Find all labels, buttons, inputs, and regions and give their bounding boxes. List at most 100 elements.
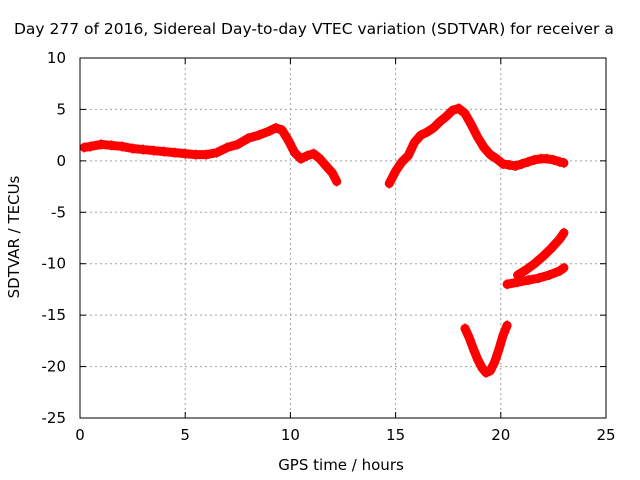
data-point: [559, 157, 568, 168]
data-point: [547, 243, 556, 254]
data-point: [244, 133, 253, 144]
data-point: [423, 127, 432, 138]
plot-frame: [79, 57, 607, 419]
data-point: [391, 166, 400, 177]
series-4: [513, 227, 569, 281]
data-point: [284, 135, 293, 146]
data-point: [498, 330, 507, 341]
data-point: [505, 159, 514, 170]
data-point: [517, 158, 526, 169]
data-point: [555, 234, 564, 245]
data-point: [191, 149, 200, 160]
data-point: [404, 150, 413, 161]
data-point: [435, 116, 444, 127]
data-point: [534, 273, 543, 284]
y-tick-label: -10: [42, 255, 67, 273]
x-tick-label: 10: [281, 426, 300, 444]
data-point: [492, 153, 501, 164]
data-point: [465, 332, 474, 343]
data-point: [160, 146, 169, 157]
data-point: [397, 156, 406, 167]
data-point: [233, 139, 242, 150]
data-series: [79, 103, 569, 378]
data-point: [530, 258, 539, 269]
y-tick-label: 10: [47, 49, 66, 67]
data-point: [461, 108, 470, 119]
data-point: [555, 156, 564, 167]
y-tick-label: -20: [42, 358, 67, 376]
data-point: [461, 323, 470, 334]
data-point: [482, 367, 491, 378]
x-tick-label: 25: [596, 426, 615, 444]
data-point: [522, 264, 531, 275]
x-axis-label: GPS time / hours: [278, 456, 404, 474]
grid-lines: [80, 58, 606, 418]
y-tick-label: -25: [42, 409, 67, 427]
data-point: [555, 265, 564, 276]
data-point: [80, 142, 89, 153]
data-point: [524, 156, 533, 167]
data-point: [86, 141, 95, 152]
series-3: [502, 262, 569, 290]
data-point: [559, 227, 568, 238]
data-point: [149, 145, 158, 156]
data-point: [503, 320, 512, 331]
data-point: [498, 158, 507, 169]
x-tick-label: 0: [75, 426, 85, 444]
data-point: [469, 344, 478, 355]
data-point: [538, 251, 547, 262]
data-point: [265, 126, 274, 137]
data-point: [545, 270, 554, 281]
data-point: [332, 176, 341, 187]
data-point: [467, 119, 476, 130]
y-tick-label: 0: [56, 152, 66, 170]
data-point: [277, 125, 286, 135]
series-band: [384, 103, 569, 188]
data-point: [296, 153, 305, 164]
data-point: [139, 144, 148, 155]
data-point: [223, 142, 232, 153]
data-point: [107, 140, 116, 151]
data-point: [118, 141, 127, 152]
data-point: [97, 139, 106, 150]
y-tick-label: 5: [56, 100, 66, 118]
x-tick-label: 20: [491, 426, 510, 444]
data-point: [385, 178, 394, 189]
data-point: [290, 147, 299, 158]
data-point: [524, 275, 533, 286]
data-point: [549, 154, 558, 165]
data-point: [442, 111, 451, 122]
data-point: [410, 137, 419, 148]
series-band: [79, 123, 342, 186]
data-point: [254, 130, 263, 141]
data-point: [494, 345, 503, 356]
x-tick-label: 5: [180, 426, 190, 444]
data-point: [530, 154, 539, 165]
data-point: [477, 362, 486, 373]
y-tick-label: -5: [51, 203, 66, 221]
data-point: [513, 270, 522, 281]
data-point: [473, 132, 482, 143]
y-axis-label: SDTVAR / TECUs: [5, 175, 23, 298]
data-point: [429, 122, 438, 133]
series-0: [79, 122, 342, 187]
data-point: [473, 354, 482, 365]
data-point: [448, 105, 457, 116]
data-point: [328, 168, 337, 179]
data-point: [202, 149, 211, 160]
data-point: [511, 161, 520, 171]
data-point: [181, 148, 190, 159]
series-1: [384, 103, 569, 189]
x-tick-label: 15: [386, 426, 405, 444]
data-point: [486, 365, 495, 376]
series-2: [460, 320, 512, 378]
data-point: [322, 161, 331, 171]
data-point: [303, 150, 312, 161]
data-point: [170, 147, 179, 158]
data-point: [454, 103, 463, 114]
data-point: [490, 357, 499, 368]
data-point: [128, 143, 137, 154]
data-point: [559, 262, 568, 273]
data-point: [315, 153, 324, 164]
